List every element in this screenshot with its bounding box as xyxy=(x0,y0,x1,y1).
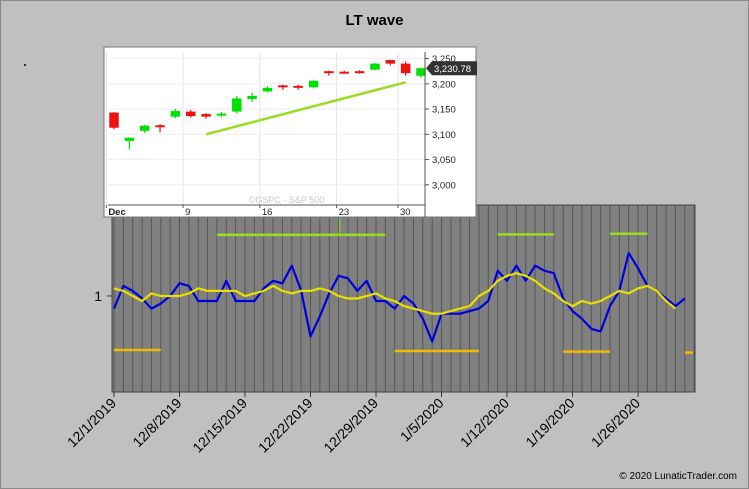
inset-x-axis: Dec 9 16 23 30 xyxy=(105,204,425,218)
candle-body xyxy=(201,114,211,117)
candle-body xyxy=(385,60,396,64)
inset-y-tick-label: 3,000 xyxy=(432,180,456,191)
inset-y-axis: 3,250 3,200 3,150 3,100 3,050 3,000 3,230.78 xyxy=(424,52,477,217)
inset-x-tick-label: 30 xyxy=(400,207,411,218)
y-tick-label: 1 xyxy=(94,288,102,304)
candle-body xyxy=(139,125,150,131)
candle-body xyxy=(416,68,426,76)
stray-dot xyxy=(24,64,26,66)
candle-body xyxy=(155,125,165,128)
candle-body xyxy=(293,85,303,88)
candle-body xyxy=(324,71,334,74)
chart-title: LT wave xyxy=(345,12,404,29)
candle-body xyxy=(109,112,119,128)
inset-y-tick-label: 3,150 xyxy=(432,105,456,116)
inset-watermark: ©GSPC - S&P 500 xyxy=(249,195,325,205)
inset-trendline xyxy=(205,81,406,136)
level-segments xyxy=(114,232,693,354)
inset-y-tick-label: 3,050 xyxy=(432,155,456,166)
inset-x-tick-label: 23 xyxy=(339,207,350,218)
last-value-tag xyxy=(426,61,477,76)
inset-x-tick-label: 9 xyxy=(185,207,190,218)
candle-body xyxy=(354,71,365,74)
main-series xyxy=(112,251,686,343)
inset-y-tick-label: 3,200 xyxy=(432,79,456,90)
inset-y-tick-label: 3,250 xyxy=(432,54,456,65)
candle-body xyxy=(247,95,257,99)
candle-body xyxy=(170,111,181,117)
candle-body xyxy=(339,71,350,74)
inset-candles xyxy=(109,59,426,150)
inset-background xyxy=(103,46,477,218)
y-tick-labels: 1 xyxy=(94,288,112,304)
yellow-series-line xyxy=(113,272,677,315)
candle-body xyxy=(400,63,411,74)
last-value-label: 3,230.78 xyxy=(434,64,471,75)
candle-body xyxy=(232,98,242,112)
candle-body xyxy=(262,87,273,92)
inset-x-tick-label: 16 xyxy=(262,207,273,218)
inset-grid xyxy=(105,52,425,205)
candle-body xyxy=(278,85,288,88)
candle-body xyxy=(370,63,380,70)
inset-y-tick-label: 3,100 xyxy=(432,130,456,141)
candle-body xyxy=(124,137,135,141)
candle-body xyxy=(185,111,196,117)
inset-x-tick-label: Dec xyxy=(108,207,125,218)
candle-body xyxy=(308,80,319,88)
copyright-footer: © 2020 LunaticTrader.com xyxy=(619,471,737,482)
candle-body xyxy=(216,113,227,116)
